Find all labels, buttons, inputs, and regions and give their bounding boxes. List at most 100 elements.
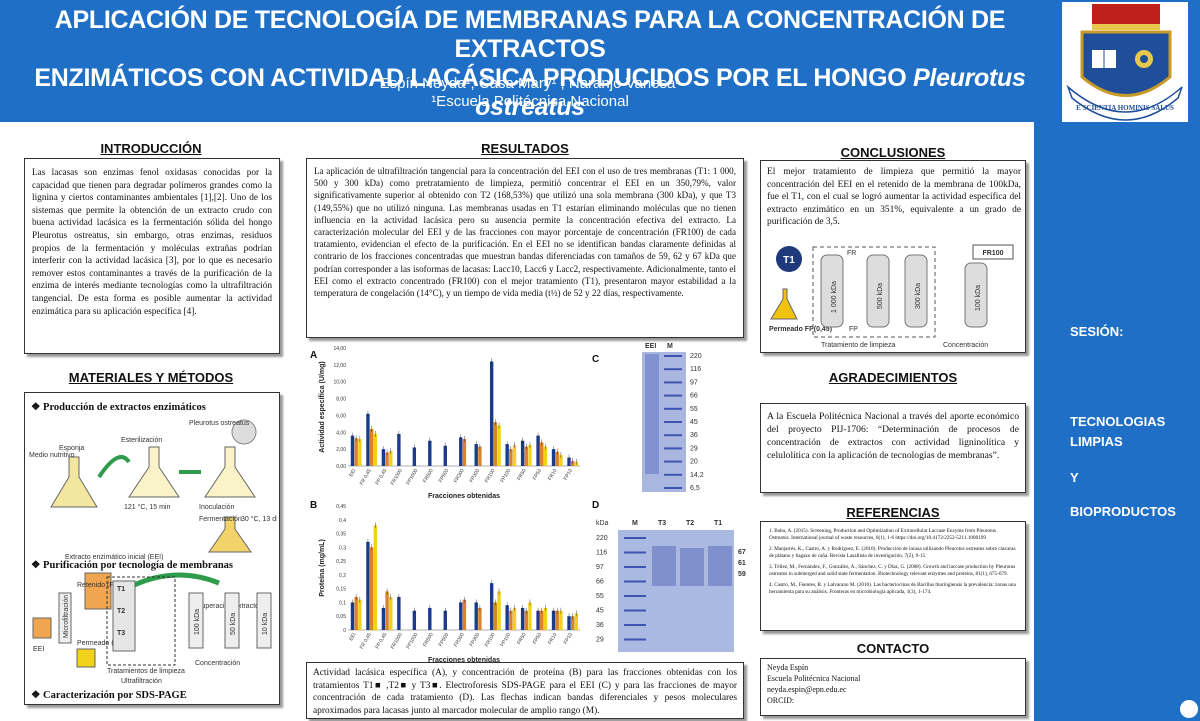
bar-t2 [493,422,498,466]
label-concentracion: Concentración [195,660,240,667]
bar-t1 [397,433,401,466]
marker-label: 45 [596,608,604,615]
gel-d-smear-t1 [708,546,732,586]
fr100-box [972,244,1014,260]
y-tick-label: 0,00 [336,464,346,470]
label-permeado-conc: Permeado FP(0,45) [769,326,832,333]
session-label: SESIÓN: [1070,324,1124,339]
gel-d-lane-t1: T1 [714,520,722,527]
gel-d-smear-t2 [680,548,704,586]
reference-4: 4. Castro, M., Fuentes, R. y Lalvarano M… [769,582,1016,595]
title-line-2: ENZIMÁTICOS CON ACTIVIDAD LACÁSICA PRODU… [30,64,1030,122]
bar-t1 [366,541,370,630]
results-box: La aplicación de ultrafiltración tangenc… [306,158,744,338]
x-tick-label: FR 0,45 [359,468,373,487]
arrow-1 [97,455,131,479]
conclusions-text: El mejor tratamiento de limpieza que per… [767,167,1021,228]
marker-label: 55 [596,593,604,600]
bar-t2 [462,599,467,630]
bar-t3 [358,599,362,630]
x-tick-label: FR500 [422,468,435,484]
marker-label: 116 [596,550,607,557]
label-fp-conc: FP [849,326,858,333]
bar-t3 [512,607,517,630]
bar-t2 [369,428,374,466]
bar-t1 [520,607,525,630]
bar-t2 [524,446,528,466]
bar-t2 [385,591,389,630]
flask-sterilized: Esterilización 121 °C, 15 min [121,437,180,511]
title-line-2-main: ENZIMÁTICOS CON ACTIVIDAD LACÁSICA PRODU… [34,64,914,92]
contact-email[interactable]: neyda.espin@epn.edu.ec [767,685,847,694]
marker-band [624,595,646,597]
label-fr100: FR100 [982,250,1003,257]
bar-t3 [528,444,532,466]
marker-band [664,421,682,423]
marker-band [664,368,682,371]
x-tick-label: FR1000 [390,468,404,487]
marker-label: 97 [596,564,604,571]
marker-label: 20 [690,459,698,466]
x-tick-label: FR10 [547,468,558,482]
bar-t2 [493,602,498,630]
y-tick-label: 0,1 [339,600,346,606]
bar-t1 [443,445,447,466]
bar-t1 [366,413,370,466]
bar-t1 [459,602,463,630]
bar-t2 [509,610,513,630]
column-10 [256,592,272,649]
gel-d-markers: 220 116 97 66 55 45 36 29 [596,535,646,644]
methods-item-2: ❖ Purificación por tecnología de membran… [31,560,233,571]
marker-band [624,624,646,626]
column-300 [904,254,928,328]
title-species: Pleurotus ostreatus [475,64,1026,121]
marker-band [664,447,682,450]
label-retenido: Retenido (FR) [77,582,121,589]
label-kda300: 300 kDa [915,283,922,309]
bar-t1 [567,457,571,466]
corner-circle [1180,700,1198,718]
intro-text: Las lacasas son enzimas fenol oxidasas c… [32,168,272,317]
label-eei: EEI [33,646,44,653]
column-100-conc [964,262,988,328]
marker-label: 66 [596,579,604,586]
bar-t3 [543,607,548,630]
label-esterilizacion: Esterilización [121,437,162,444]
contact-heading: CONTACTO [856,641,930,656]
marker-band [624,638,646,641]
label-kda50: 50 kDa [230,613,237,635]
panel-c-label: C [592,354,600,365]
bar-t3 [389,596,393,630]
title-line-1: APLICACIÓN DE TECNOLOGÍA DE MEMBRANAS PA… [54,6,1006,63]
y-tick-label: 0,35 [336,532,346,538]
flask-inoculated: Pleurotus ostreatus Inoculación [189,419,257,511]
gel-c-lane-smear [645,354,659,474]
results-caption: Actividad lacásica específica (A), y con… [313,668,737,716]
bar-t1 [428,440,432,466]
authors: Espín Neyda¹; Casa Mary¹ ; Naranjo Vanes… [379,75,681,92]
marker-label: 45 [690,419,698,426]
x-tick-label: FP 0,45 [374,632,388,650]
bar-t3 [497,591,501,630]
gel-d-lane-t3: T3 [658,520,666,527]
x-tick-label: FP1000 [405,632,419,650]
y-tick-label: 2,00 [336,447,346,453]
marker-band [664,460,682,463]
bar-t1 [459,437,463,466]
x-tick-label: FR50 [516,468,527,482]
y-tick-label: 0,25 [336,559,346,565]
bar-t3 [512,444,517,466]
x-tick-label: FR100 [484,468,497,484]
bar-t1 [474,602,478,630]
y-tick-label: 0,2 [339,573,346,579]
bar-t3 [528,602,532,630]
gel-c: EEI M 220 116 97 66 55 45 36 29 20 14,2 6,5 [642,343,704,492]
x-tick-label: EEI [348,632,357,642]
reference-3: 3. Téllez, M., Fernández, F., González, … [769,564,1016,577]
marker-label: 14,2 [690,472,704,479]
gel-d-smear-t3 [652,546,676,586]
column-500 [866,254,890,328]
session-sidebar [1034,122,1200,721]
ack-heading: AGRADECIMIENTOS [828,370,958,385]
